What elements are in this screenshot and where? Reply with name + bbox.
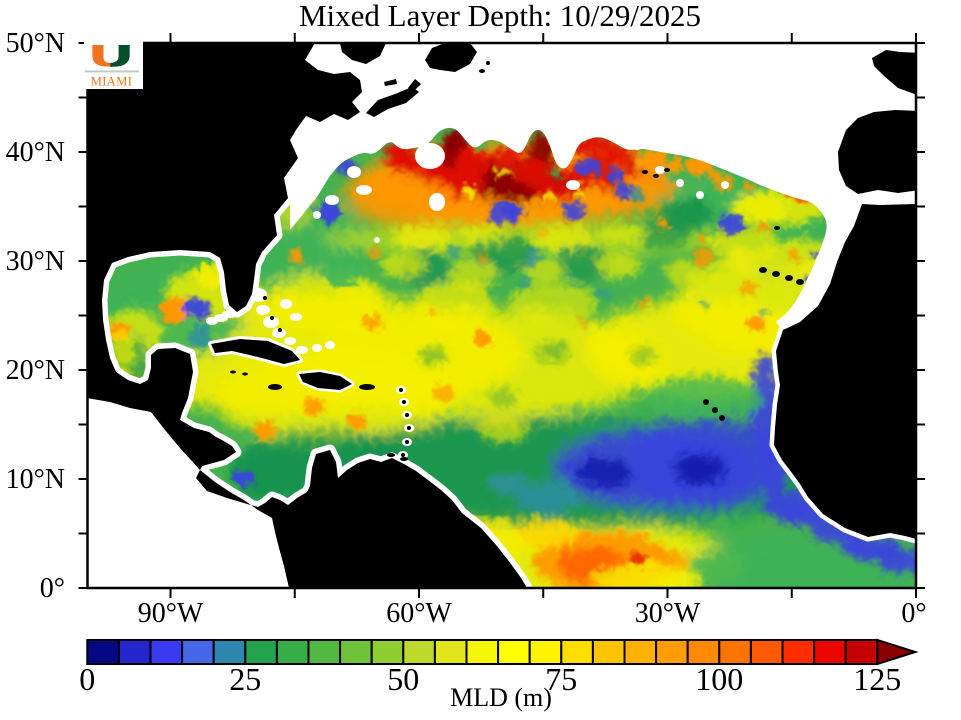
svg-text:100: 100 (695, 661, 743, 697)
svg-text:30°W: 30°W (635, 598, 701, 629)
svg-text:60°W: 60°W (386, 598, 452, 629)
svg-text:125: 125 (853, 661, 901, 697)
svg-text:25: 25 (229, 661, 261, 697)
svg-text:75: 75 (545, 661, 577, 697)
svg-text:Mixed Layer Depth: 10/29/2025: Mixed Layer Depth: 10/29/2025 (299, 0, 701, 33)
svg-text:MLD (m): MLD (m) (450, 683, 552, 712)
svg-text:MIAMI: MIAMI (91, 75, 133, 89)
svg-text:10°N: 10°N (6, 464, 65, 495)
svg-text:0°: 0° (901, 598, 926, 629)
svg-text:40°N: 40°N (6, 137, 65, 168)
svg-text:20°N: 20°N (6, 355, 65, 386)
svg-text:30°N: 30°N (6, 246, 65, 277)
svg-text:0°: 0° (40, 573, 65, 604)
svg-text:0: 0 (79, 661, 95, 697)
svg-text:90°W: 90°W (138, 598, 204, 629)
svg-text:50: 50 (387, 661, 419, 697)
svg-text:50°N: 50°N (6, 28, 65, 59)
